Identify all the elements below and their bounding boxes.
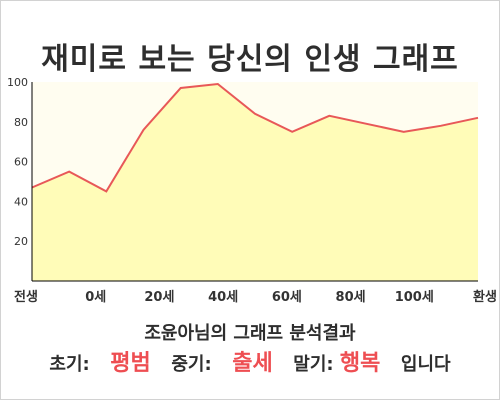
early-value: 평범 [110, 351, 151, 376]
y-tick-label: 40 [14, 195, 28, 208]
x-tick-label: 100세 [395, 290, 434, 305]
y-tick-label: 20 [14, 235, 28, 248]
mid-label: 중기: [171, 354, 212, 375]
series-line [31, 82, 479, 193]
x-tick-label: 80세 [336, 290, 366, 305]
x-tick-label: 환생 [473, 289, 497, 305]
y-ticks: 20 40 60 80 100 [7, 76, 28, 248]
y-tick-label: 80 [14, 116, 28, 129]
late-label: 말기: [293, 354, 334, 375]
x-tick-label: 전생 [14, 289, 38, 305]
y-tick-label: 100 [7, 76, 28, 89]
mid-value: 출세 [232, 351, 273, 376]
area-fill [32, 84, 478, 281]
result-ending: 입니다 [400, 354, 451, 375]
x-tick-label: 20세 [144, 290, 174, 305]
page-title: 재미로 보는 당신의 인생 그래프 [41, 42, 459, 77]
x-ticks: 전생 0세 20세 40세 60세 80세 100세 환생 [14, 289, 497, 305]
result-summary: 초기: 평범 중기: 출세 말기: 행복 입니다 [1, 345, 499, 377]
x-tick-label: 60세 [272, 290, 302, 305]
y-tick-label: 60 [14, 156, 28, 169]
late-value: 행복 [339, 351, 381, 376]
result-title: 조윤아님의 그래프 분석결과 [144, 323, 356, 344]
x-tick-label: 0세 [85, 290, 106, 305]
x-tick-label: 40세 [208, 290, 238, 305]
early-label: 초기: [49, 354, 90, 375]
